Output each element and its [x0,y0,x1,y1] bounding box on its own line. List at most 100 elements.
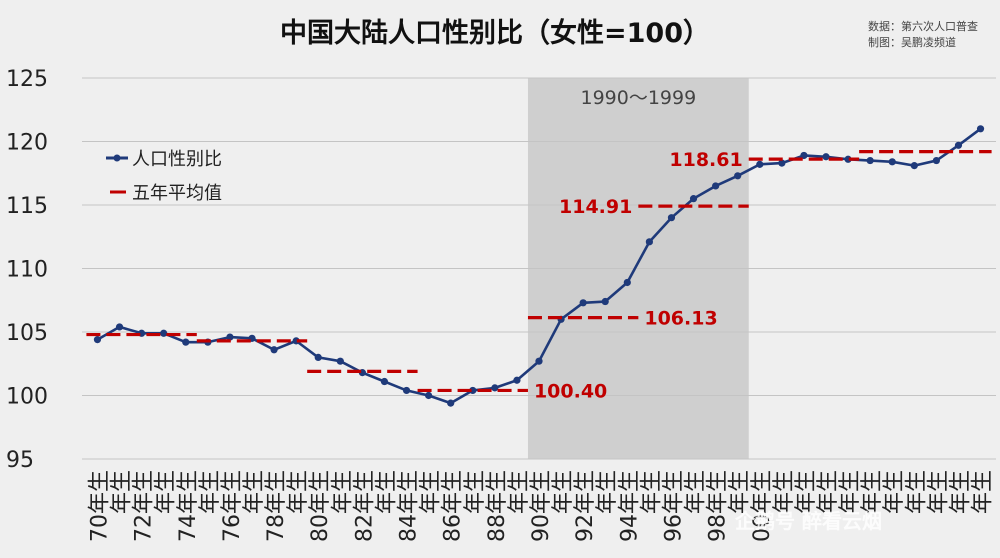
data-point-1995 [645,238,653,246]
data-point-1970 [93,336,102,344]
x-tick-label-17: 年生 [463,470,488,514]
data-point-2009 [954,141,963,149]
x-tick-label-28: 98年生 [706,470,731,542]
shaded-region-label: 1990～1999 [580,87,696,109]
x-tick-label-39: 年生 [948,470,973,514]
x-tick-label-38: 年生 [926,470,951,514]
data-point-1994 [623,278,631,287]
y-tick-label-125: 125 [6,67,48,92]
data-point-2000 [756,160,764,168]
x-tick-label-24: 94年生 [617,470,642,542]
x-tick-label-32: 年生 [794,470,819,514]
data-point-1985 [425,391,433,400]
x-tick-label-40: 年生 [971,470,996,514]
x-tick-label-36: 年生 [882,470,907,514]
x-tick-label-34: 年生 [838,470,863,514]
x-tick-label-20: 90年生 [529,470,554,542]
x-tick-label-6: 76年生 [220,470,245,542]
data-point-1989 [513,376,521,384]
x-tick-label-15: 年生 [419,470,444,514]
x-tick-label-13: 年生 [374,470,399,514]
x-tick-label-5: 年生 [198,470,223,514]
x-tick-label-16: 86年生 [441,470,466,542]
x-tick-label-21: 年生 [551,470,576,514]
legend-label-average: 五年平均值 [132,183,222,204]
x-tick-label-2: 72年生 [132,470,157,542]
data-point-1978 [270,346,278,354]
data-point-2004 [844,155,852,163]
data-point-2007 [910,162,918,170]
legend: 人口性别比 五年平均值 [106,149,222,204]
data-point-2003 [822,153,830,161]
x-tick-label-12: 82年生 [352,470,377,542]
x-tick-label-31: 年生 [772,470,797,514]
x-tick-label-1: 年生 [110,470,135,514]
average-label-4: 106.13 [644,308,717,330]
average-label-5: 114.91 [559,196,632,218]
chart-title: 中国大陆人口性别比（女性=100） [280,17,710,49]
x-tick-label-10: 80年生 [308,470,333,542]
y-tick-label-110: 110 [6,258,48,283]
x-tick-label-33: 年生 [816,470,841,514]
x-tick-label-11: 年生 [330,470,355,514]
data-point-2002 [800,151,808,160]
x-tick-label-9: 年生 [286,470,311,514]
data-point-1981 [336,357,344,365]
x-tick-label-8: 78年生 [264,470,289,542]
average-label-6: 118.61 [669,149,742,171]
x-tick-label-18: 88年生 [485,470,510,542]
data-point-1976 [226,333,234,341]
x-tick-label-19: 年生 [507,470,532,514]
source-line-2: 制图：吴鹏凌频道 [868,35,956,49]
y-tick-label-105: 105 [6,321,48,346]
y-tick-label-95: 95 [6,448,34,473]
data-point-1986 [447,399,455,407]
legend-marker-symbol [113,154,121,162]
data-point-1984 [402,386,411,395]
x-tick-label-14: 84年生 [397,470,422,542]
data-point-1996 [667,214,676,222]
data-point-2005 [866,156,874,165]
x-tick-label-27: 年生 [684,470,709,514]
data-point-1974 [182,338,190,346]
watermark: 企鹅号 醉看云烟 [734,509,882,533]
y-tick-label-100: 100 [6,385,48,410]
x-tick-label-29: 年生 [728,470,753,514]
x-tick-label-25: 年生 [639,470,664,514]
x-tick-label-7: 年生 [242,470,267,514]
y-tick-label-115: 115 [6,194,48,219]
x-tick-label-35: 年生 [860,470,885,514]
data-point-1999 [734,172,742,180]
x-tick-label-23: 年生 [595,470,620,514]
x-tick-label-26: 96年生 [661,470,686,542]
source-line-1: 数据：第六次人口普查 [868,19,978,33]
legend-label-series: 人口性别比 [132,149,222,170]
y-tick-label-120: 120 [6,131,48,156]
data-point-1980 [314,353,322,361]
data-point-1973 [160,329,168,337]
data-point-1988 [491,384,499,392]
x-tick-label-22: 92年生 [573,470,598,542]
data-point-1971 [115,323,124,331]
data-point-1997 [689,195,698,203]
x-tick-label-0: 70年生 [87,470,112,542]
data-point-2008 [932,156,940,165]
data-point-1990 [535,357,543,365]
plot-area: 1990～19999510010511011512012570年生年生72年生年… [6,67,996,542]
data-point-1979 [292,337,300,345]
data-point-1987 [469,386,477,395]
x-tick-label-3: 年生 [154,470,179,514]
data-point-1993 [601,297,609,306]
x-tick-label-37: 年生 [904,470,929,514]
data-point-1998 [712,182,720,190]
data-point-2006 [888,158,896,166]
x-tick-label-30: 00年生 [750,470,775,542]
average-label-3: 100.40 [534,380,607,402]
data-point-1983 [380,377,389,386]
x-tick-label-4: 74年生 [176,470,201,542]
data-point-2001 [778,159,786,167]
data-point-2010 [976,125,985,133]
data-point-1992 [579,299,587,307]
